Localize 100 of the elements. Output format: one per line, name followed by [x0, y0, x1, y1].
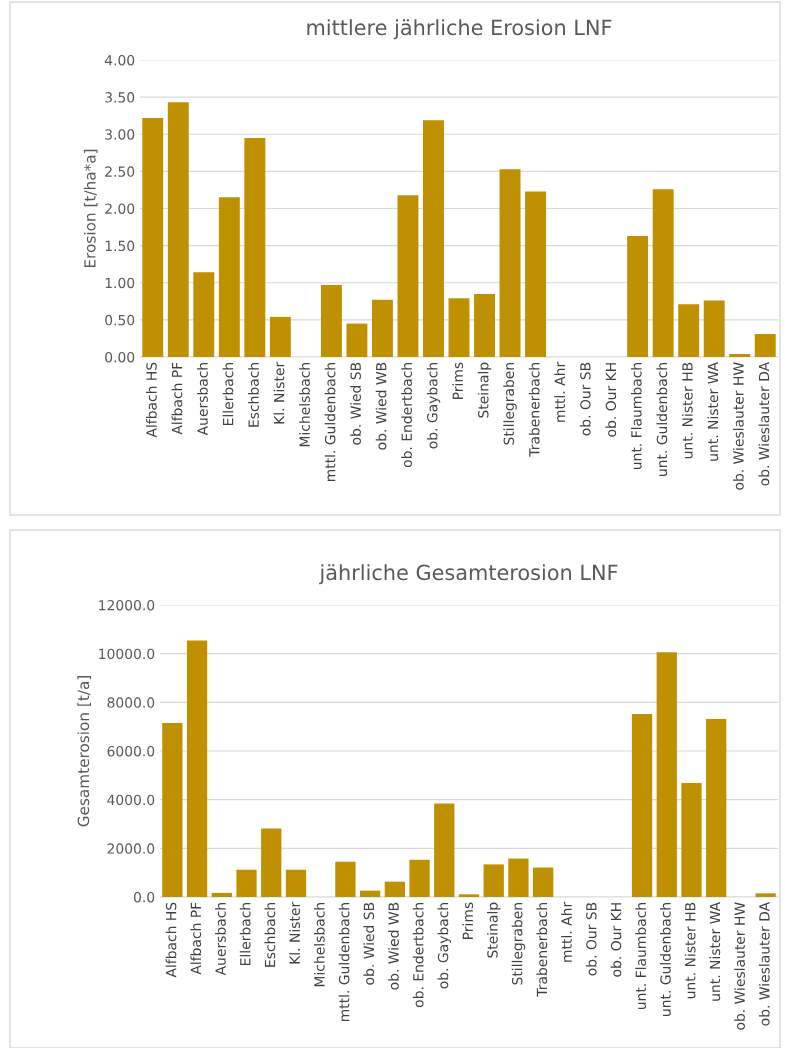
bar	[631, 714, 653, 897]
x-tick-label: Michelsbach	[313, 903, 325, 987]
x-tick-label: ob. Our KH	[605, 363, 617, 437]
bar	[409, 859, 430, 897]
bar	[656, 652, 677, 897]
bar	[359, 890, 381, 897]
y-tick-label: 2.00	[105, 203, 135, 214]
x-tick-label: mttl. Guldenbach	[338, 903, 350, 1022]
chart-title: jährliche Gesamterosion LNF	[319, 564, 618, 585]
bar	[729, 354, 751, 357]
bar	[193, 272, 215, 357]
x-tick-label: Stillegraben	[511, 903, 526, 985]
x-tick-label: ob. Our SB	[579, 362, 591, 436]
x-tick-label: mttl. Ahr	[554, 361, 565, 422]
x-tick-label: unt. Nister HB	[681, 362, 693, 459]
bar	[499, 169, 521, 357]
bar	[162, 723, 183, 897]
bar	[244, 137, 266, 357]
x-tick-label: Prims	[462, 902, 474, 939]
y-tick-label: 2000.0	[107, 843, 155, 854]
y-tick-label: 1.00	[105, 277, 135, 289]
x-tick-label: Eschbach	[248, 363, 259, 427]
x-tick-label: Alfbach HS	[165, 902, 177, 978]
x-tick-label: ob. Wied WB	[375, 362, 387, 450]
bar	[434, 803, 455, 897]
y-tick-label: 10000.0	[99, 648, 155, 660]
x-tick-label: unt. Nister WA	[707, 361, 719, 461]
bar	[703, 300, 725, 357]
bar	[754, 333, 776, 357]
y-tick-label: 0.00	[105, 351, 135, 363]
x-tick-label: Steinalp	[487, 902, 501, 958]
x-tick-label: ob. Wied WB	[388, 902, 399, 990]
x-tick-label: Kl. Nister	[273, 361, 285, 424]
y-axis-title: Erosion [t/ha*a]	[83, 149, 98, 268]
x-tick-label: Trabenerbach	[528, 363, 540, 457]
x-tick-label: ob. Wieslauter DA	[758, 361, 770, 486]
x-tick-label: Ellerbach	[222, 363, 234, 426]
x-tick-label: unt. Nister WA	[709, 901, 721, 1001]
x-tick-label: Alfbach PF	[171, 362, 183, 435]
y-axis-title: Gesamterosion [t/a]	[77, 676, 91, 827]
bar	[142, 117, 164, 357]
bar	[525, 191, 547, 357]
x-tick-label: Steinalp	[477, 362, 492, 418]
x-tick-label: Alfbach PF	[190, 902, 202, 975]
x-tick-label: unt. Guldenbach	[660, 903, 671, 1016]
y-tick-label: 0.50	[105, 314, 135, 326]
bar	[706, 718, 727, 897]
y-tick-label: 1.50	[105, 240, 135, 252]
y-tick-label: 0.0	[133, 891, 155, 903]
bar	[627, 235, 649, 357]
x-tick-label: Prims	[452, 362, 464, 399]
bar	[211, 892, 232, 897]
bar	[261, 828, 282, 897]
y-tick-label: 3.00	[105, 129, 135, 140]
x-tick-label: unt. Flaumbach	[630, 363, 642, 470]
x-tick-label: ob. Wieslauter DA	[758, 901, 770, 1026]
bar	[458, 894, 480, 897]
bar	[483, 864, 504, 897]
x-tick-label: Trabenerbach	[536, 903, 548, 997]
x-tick-label: unt. Guldenbach	[656, 363, 668, 476]
y-tick-label: 4.00	[104, 54, 135, 66]
x-tick-label: mttl. Ahr	[561, 901, 572, 962]
bar	[218, 197, 240, 357]
x-tick-label: ob. Endertbach	[401, 363, 412, 468]
bar	[508, 858, 529, 897]
bar	[681, 782, 702, 897]
x-tick-label: unt. Flaumbach	[635, 903, 647, 1010]
y-tick-label: 6000.0	[107, 745, 155, 757]
bar	[167, 102, 189, 357]
x-tick-label: Ellerbach	[239, 903, 251, 966]
x-tick-label: unt. Nister HB	[684, 902, 696, 999]
x-tick-label: Eschbach	[264, 903, 276, 967]
y-tick-label: 12000.0	[99, 599, 155, 611]
y-tick-label: 4000.0	[107, 794, 155, 806]
bar	[678, 304, 700, 357]
bar	[384, 881, 405, 897]
bar	[236, 869, 257, 897]
x-tick-label: Auersbach	[197, 363, 208, 436]
bar	[755, 893, 776, 897]
x-tick-label: ob. Wied SB	[350, 362, 361, 445]
chart-title: mittlere jährliche Erosion LNF	[307, 19, 612, 40]
x-tick-label: ob. Wieslauter HW	[734, 902, 745, 1030]
y-tick-label: 8000.0	[107, 697, 155, 708]
bar	[652, 189, 674, 357]
x-tick-label: ob. Our SB	[585, 902, 597, 976]
x-tick-label: ob. Our KH	[610, 903, 622, 977]
x-tick-label: mttl. Guldenbach	[324, 363, 336, 482]
x-tick-label: ob. Wieslauter HW	[733, 362, 744, 490]
bar	[320, 284, 342, 357]
bar	[186, 640, 208, 897]
x-tick-label: Auersbach	[215, 903, 226, 976]
x-tick-label: Stillegraben	[503, 363, 517, 445]
y-tick-label: 3.50	[105, 92, 135, 103]
x-tick-label: Michelsbach	[299, 363, 310, 447]
x-tick-label: ob. Gaybach	[426, 363, 441, 449]
bar	[335, 861, 356, 897]
bar	[474, 293, 495, 357]
x-tick-label: Alfbach HS	[146, 362, 157, 438]
bar	[371, 299, 393, 357]
bar	[397, 195, 419, 357]
